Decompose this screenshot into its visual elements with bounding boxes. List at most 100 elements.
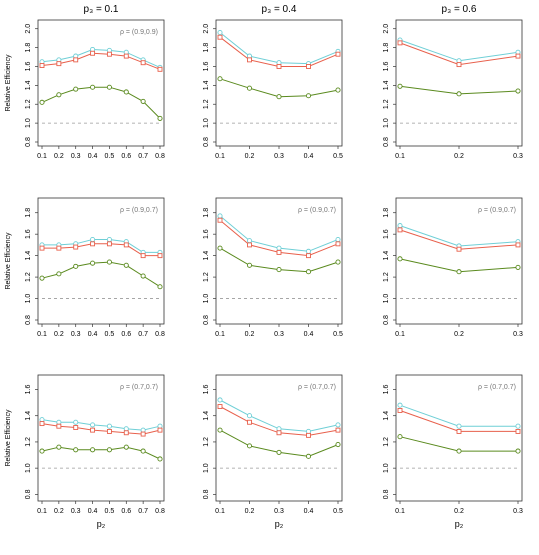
data-point-cyan xyxy=(335,422,341,428)
y-tick-label: 1.0 xyxy=(25,463,32,473)
rho-annotation: ρ = (0.7,0.7) xyxy=(478,384,516,391)
data-point-green xyxy=(456,448,462,454)
data-point-green xyxy=(56,271,62,277)
data-point-green xyxy=(335,87,341,93)
y-tick-label: 1.4 xyxy=(383,80,390,90)
data-point-red xyxy=(276,64,282,69)
data-point-cyan xyxy=(397,223,403,229)
data-point-green xyxy=(106,447,112,453)
x-tick-label: 0.3 xyxy=(71,508,81,515)
y-tick-label: 1.6 xyxy=(25,62,32,72)
y-tick-label: 1.6 xyxy=(203,385,210,395)
y-tick-label: 1.2 xyxy=(203,99,210,109)
series-line-red xyxy=(42,243,160,257)
x-tick-label: 0.2 xyxy=(454,153,464,160)
x-tick-label: 0.3 xyxy=(274,153,284,160)
y-axis-label: Relative Efficiency xyxy=(5,409,12,467)
y-tick-label: 1.4 xyxy=(203,80,210,90)
x-tick-label: 0.3 xyxy=(513,508,523,515)
y-tick-label: 1.0 xyxy=(25,294,32,304)
data-point-green xyxy=(90,260,96,266)
data-point-green xyxy=(276,449,282,455)
data-point-green xyxy=(56,92,62,98)
y-tick-label: 1.4 xyxy=(25,80,32,90)
column-title: p₃ = 0.4 xyxy=(262,4,297,15)
y-tick-label: 1.4 xyxy=(25,251,32,261)
data-point-green xyxy=(246,443,253,449)
x-tick-label: 0.2 xyxy=(245,153,255,160)
data-point-green xyxy=(335,259,341,265)
data-point-red xyxy=(247,419,252,425)
data-point-cyan xyxy=(90,422,96,428)
y-tick-label: 1.0 xyxy=(203,294,210,304)
series-line-cyan xyxy=(219,32,339,65)
x-tick-label: 0.4 xyxy=(88,153,98,160)
data-point-cyan xyxy=(217,213,223,219)
data-point-red xyxy=(56,423,62,429)
data-point-cyan xyxy=(397,402,403,408)
x-tick-label: 0.3 xyxy=(513,331,523,338)
x-tick-label: 0.8 xyxy=(155,331,165,338)
plot-frame xyxy=(395,19,523,147)
data-point-cyan xyxy=(39,417,45,423)
data-point-cyan xyxy=(515,423,521,429)
x-tick-label: 0.1 xyxy=(37,153,47,160)
y-axis-label: Relative Efficiency xyxy=(5,232,12,290)
x-tick-label: 0.4 xyxy=(304,508,314,515)
data-point-red xyxy=(73,425,79,430)
data-point-cyan xyxy=(305,248,312,254)
data-point-green xyxy=(39,448,45,454)
rho-annotation: ρ = (0.9,0.7) xyxy=(120,207,158,214)
x-tick-label: 0.2 xyxy=(454,331,464,338)
y-tick-label: 0.8 xyxy=(25,489,32,499)
y-tick-label: 1.4 xyxy=(25,411,32,421)
data-point-cyan xyxy=(456,423,462,429)
data-point-red xyxy=(106,51,112,57)
y-tick-label: 1.0 xyxy=(383,294,390,304)
data-point-red xyxy=(217,404,223,409)
x-tick-label: 0.2 xyxy=(454,508,464,515)
x-tick-label: 0.1 xyxy=(395,331,405,338)
data-point-red xyxy=(217,217,223,223)
x-tick-label: 0.4 xyxy=(304,153,314,160)
data-point-red xyxy=(515,428,521,434)
x-tick-label: 0.5 xyxy=(105,331,115,338)
series-line-green xyxy=(219,78,339,98)
y-tick-label: 0.8 xyxy=(203,137,210,147)
x-tick-label: 0.5 xyxy=(333,331,343,338)
data-point-red xyxy=(140,60,146,66)
x-axis-label: p₂ xyxy=(97,519,106,529)
data-point-green xyxy=(217,76,223,82)
x-tick-label: 0.6 xyxy=(121,153,131,160)
x-tick-label: 0.1 xyxy=(215,153,225,160)
data-point-red xyxy=(335,241,341,247)
y-tick-label: 1.8 xyxy=(203,208,210,218)
data-point-cyan xyxy=(106,423,112,429)
series-line-cyan xyxy=(41,419,161,431)
x-tick-label: 0.1 xyxy=(215,331,225,338)
y-tick-label: 1.6 xyxy=(25,385,32,395)
data-point-red xyxy=(276,430,282,436)
rho-annotation: ρ = (0.9,0.9) xyxy=(120,29,158,36)
data-point-green xyxy=(246,262,253,268)
x-tick-label: 0.7 xyxy=(138,331,148,338)
data-point-red xyxy=(56,61,62,67)
series-line-cyan xyxy=(399,39,519,62)
data-point-red xyxy=(306,253,311,259)
y-tick-label: 1.0 xyxy=(383,118,390,128)
data-point-red xyxy=(157,253,163,259)
y-tick-label: 0.8 xyxy=(383,315,390,325)
y-tick-label: 1.2 xyxy=(25,272,32,282)
x-tick-label: 0.3 xyxy=(274,331,284,338)
data-point-green xyxy=(397,434,403,440)
data-point-green xyxy=(39,275,45,281)
y-tick-label: 0.8 xyxy=(25,137,32,147)
plot-frame xyxy=(37,374,165,502)
data-point-red xyxy=(90,50,96,56)
y-tick-label: 0.8 xyxy=(383,489,390,499)
data-point-red xyxy=(397,227,403,233)
data-point-cyan xyxy=(90,236,96,243)
data-point-green xyxy=(246,85,253,91)
y-tick-label: 2.0 xyxy=(383,24,390,34)
x-tick-label: 0.1 xyxy=(395,508,405,515)
